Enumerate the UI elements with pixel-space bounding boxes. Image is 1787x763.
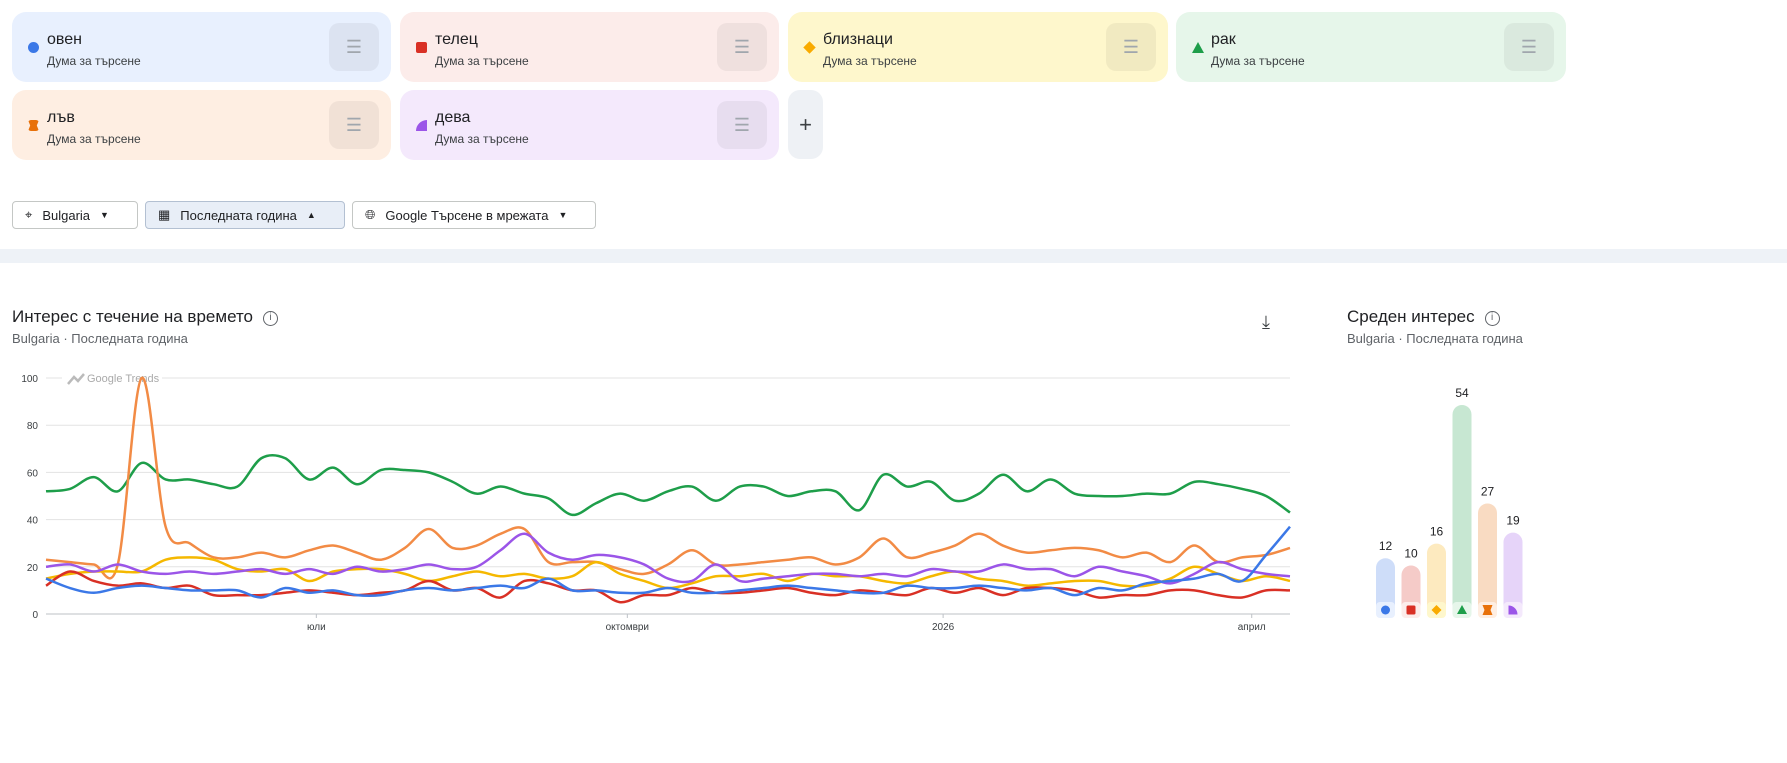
term-label[interactable]: рак [1211, 31, 1236, 48]
diamond-marker-icon [803, 41, 816, 54]
y-tick-label: 0 [32, 610, 38, 621]
average-bar [1427, 543, 1446, 618]
term-card[interactable]: близнаци Дума за търсене ☰︎ [788, 12, 1168, 82]
interest-over-time-chart: 0 20 40 60 80 100 Google Trends юли октомври 2026… [21, 370, 1291, 633]
term-type: Дума за търсене [47, 132, 141, 146]
circle-marker-icon [28, 42, 39, 53]
info-icon[interactable]: i [1484, 311, 1500, 326]
diamond-marker-icon [1431, 605, 1442, 615]
quarter-circle-marker-icon [1508, 605, 1518, 615]
calendar-icon: ▦ [158, 207, 171, 222]
section-divider [0, 249, 1787, 263]
subtitle-location: Bulgaria [12, 331, 60, 346]
x-tick-label: юли [307, 622, 326, 633]
location-pin-icon: ⌖ [25, 207, 33, 222]
square-marker-icon [416, 42, 427, 53]
term-card[interactable]: овен Дума за търсене ☰︎ [12, 12, 391, 82]
period-filter[interactable]: ▦ Последната година ▲ [145, 201, 345, 229]
y-tick-label: 40 [27, 516, 39, 527]
average-title-text: Среден интерес [1347, 307, 1475, 326]
hourglass-marker-icon [28, 120, 39, 131]
quarter-circle-marker-icon [416, 120, 427, 131]
average-title: Среден интерес i [1347, 307, 1500, 327]
average-value-label: 19 [1506, 514, 1520, 528]
term-label[interactable]: лъв [47, 109, 75, 126]
globe-icon: 🌐︎ [365, 207, 376, 222]
property-filter[interactable]: 🌐︎ Google Търсене в мрежата ▼ [352, 201, 596, 229]
download-icon[interactable]: ⤓ [1262, 312, 1270, 332]
average-value-label: 54 [1455, 386, 1469, 400]
term-card[interactable]: лъв Дума за търсене ☰︎ [12, 90, 391, 160]
avg-subtitle-period: Последната година [1406, 331, 1523, 346]
term-type: Дума за търсене [823, 54, 917, 68]
average-value-label: 27 [1481, 485, 1495, 499]
average-value-label: 12 [1379, 539, 1393, 553]
average-bar [1503, 532, 1523, 618]
over-time-title: Интерес с течение на времето i [12, 307, 279, 327]
property-value: Google Търсене в мрежата [385, 207, 549, 223]
x-tick-label: октомври [606, 622, 649, 633]
average-subtitle: Bulgaria · Последната година [1347, 331, 1523, 346]
search-list-icon[interactable]: ☰︎ [329, 101, 379, 149]
add-term-button[interactable]: + [788, 90, 823, 159]
search-list-icon[interactable]: ☰︎ [329, 23, 379, 71]
term-label[interactable]: дева [435, 109, 471, 126]
location-value: Bulgaria [42, 207, 91, 223]
triangle-marker-icon [1457, 605, 1467, 614]
y-tick-label: 100 [21, 374, 38, 385]
subtitle-period: Последната година [71, 331, 188, 346]
period-value: Последната година [180, 207, 297, 223]
avg-subtitle-location: Bulgaria [1347, 331, 1395, 346]
svg-text:Google Trends: Google Trends [87, 373, 160, 385]
circle-marker-icon [1381, 605, 1390, 615]
search-list-icon[interactable]: ☰︎ [1504, 23, 1554, 71]
search-list-icon[interactable]: ☰︎ [717, 101, 767, 149]
term-type: Дума за търсене [435, 54, 529, 68]
average-bar [1478, 503, 1497, 618]
term-type: Дума за търсене [1211, 54, 1305, 68]
average-bar [1452, 405, 1472, 618]
search-list-icon[interactable]: ☰︎ [1106, 23, 1156, 71]
term-card[interactable]: рак Дума за търсене ☰︎ [1176, 12, 1566, 82]
term-label[interactable]: близнаци [823, 31, 893, 48]
average-interest-chart: 12 10 16 54 27 19 [1376, 386, 1523, 618]
y-tick-label: 80 [27, 421, 39, 432]
series-line-лъв [45, 376, 1291, 580]
term-card[interactable]: телец Дума за търсене ☰︎ [400, 12, 779, 82]
google-trends-watermark: Google Trends [62, 370, 162, 386]
square-marker-icon [1406, 605, 1416, 615]
triangle-marker-icon [1192, 42, 1204, 53]
info-icon[interactable]: i [263, 311, 279, 326]
average-value-label: 16 [1430, 525, 1444, 539]
series-line-дева [45, 532, 1291, 585]
search-list-icon[interactable]: ☰︎ [717, 23, 767, 71]
dropdown-arrow-up-icon: ▲ [306, 210, 316, 220]
y-tick-label: 60 [27, 468, 39, 479]
series-line-рак [45, 453, 1291, 517]
over-time-title-text: Интерес с течение на времето [12, 307, 254, 326]
x-tick-label: 2026 [932, 622, 955, 633]
over-time-subtitle: Bulgaria · Последната година [12, 331, 188, 346]
average-value-label: 10 [1404, 547, 1418, 561]
term-label[interactable]: овен [47, 31, 82, 48]
hourglass-marker-icon [1482, 605, 1493, 615]
term-type: Дума за търсене [47, 54, 141, 68]
x-tick-label: април [1238, 622, 1266, 633]
dropdown-arrow-icon: ▼ [100, 210, 109, 220]
term-card[interactable]: дева Дума за търсене ☰︎ [400, 90, 779, 160]
dropdown-arrow-icon: ▼ [558, 210, 568, 220]
term-type: Дума за търсене [435, 132, 529, 146]
series-line-овен [45, 525, 1291, 599]
location-filter[interactable]: ⌖ Bulgaria ▼ [12, 201, 138, 229]
term-label[interactable]: телец [435, 31, 478, 48]
y-tick-label: 20 [27, 563, 39, 574]
